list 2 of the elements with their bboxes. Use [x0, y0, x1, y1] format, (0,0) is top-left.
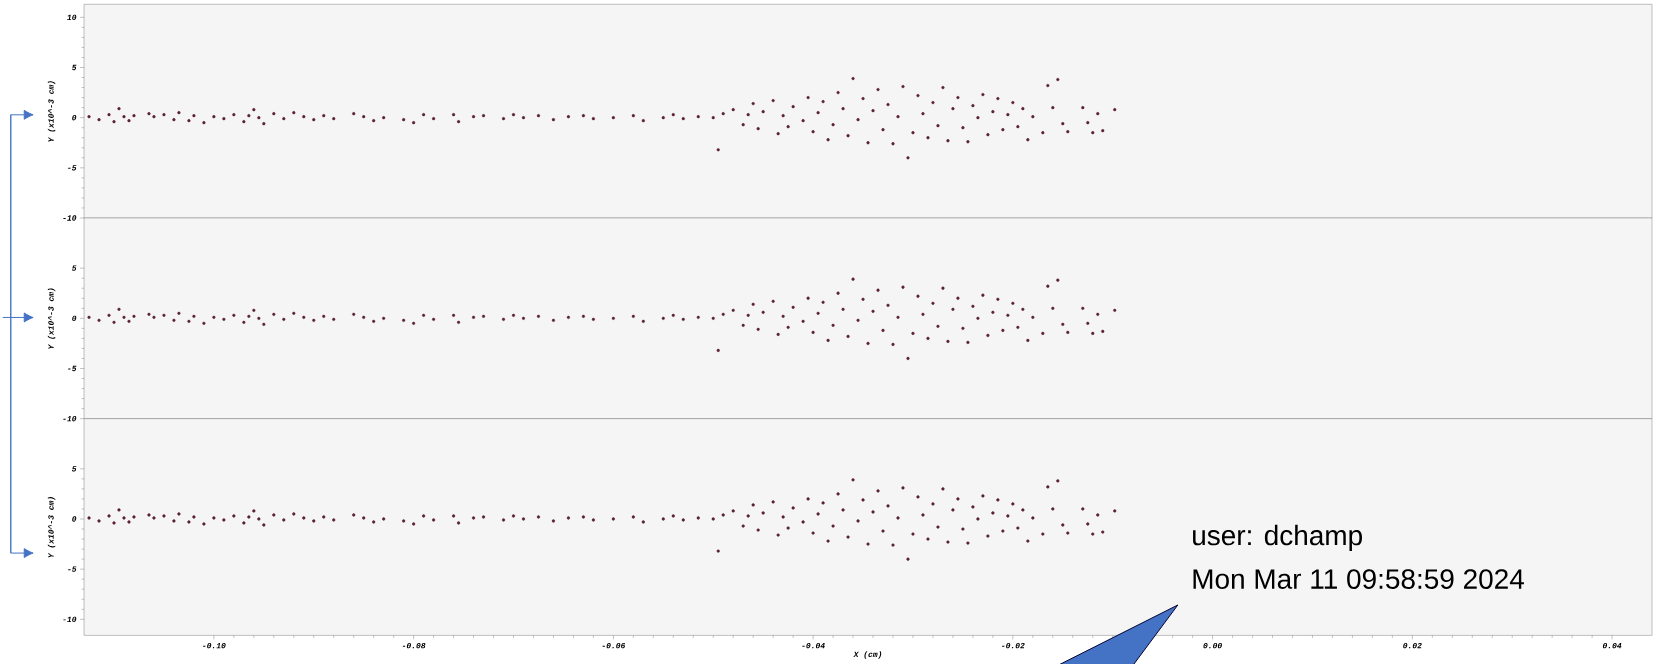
annotation: Mon Mar 11 09:58:59 2024 [1193, 569, 1524, 589]
annotation: user: dchamp [1193, 524, 1362, 551]
